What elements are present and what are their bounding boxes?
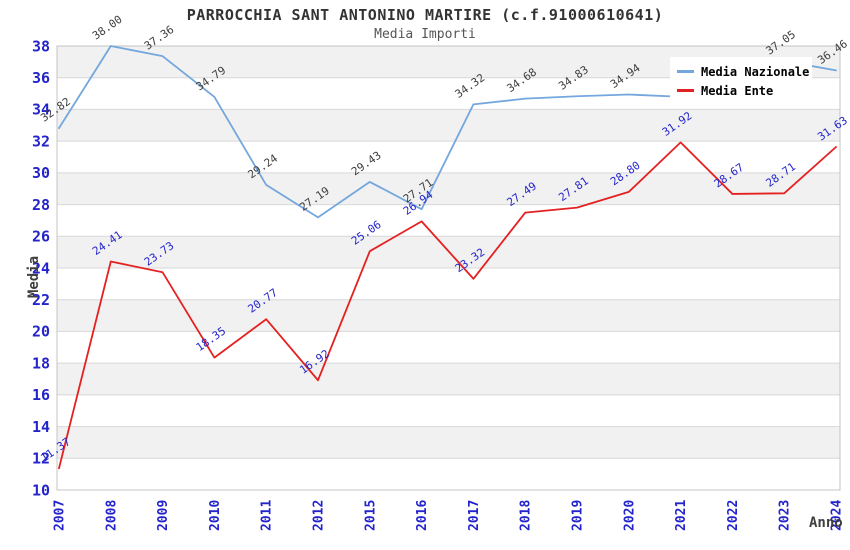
legend-label: Media Nazionale — [701, 64, 810, 79]
chart-subtitle: Media Importi — [374, 27, 476, 42]
y-tick-label: 20 — [32, 323, 50, 341]
data-label-media-nazionale: 38.00 — [90, 13, 125, 43]
legend: Media Nazionale Media Ente — [670, 57, 812, 105]
y-band — [57, 172, 840, 205]
y-tick-label: 28 — [32, 196, 50, 214]
x-tick-label: 2008 — [104, 500, 119, 531]
x-tick-label: 2010 — [208, 500, 223, 531]
y-tick-label: 14 — [32, 418, 50, 436]
legend-label: Media Ente — [701, 83, 774, 98]
y-tick-label: 18 — [32, 354, 50, 372]
y-band — [57, 394, 840, 427]
y-tick-label: 16 — [32, 386, 50, 404]
y-band — [57, 363, 840, 395]
y-tick-label: 22 — [32, 291, 50, 309]
x-tick-label: 2020 — [622, 500, 637, 531]
y-band — [57, 109, 840, 142]
x-tick-label: 2009 — [156, 500, 171, 531]
media-ente-swatch-icon — [677, 89, 694, 92]
x-tick-label: 2023 — [778, 500, 793, 531]
y-tick-label: 24 — [32, 259, 50, 277]
legend-item-media-nazionale: Media Nazionale — [677, 62, 812, 81]
x-tick-label: 2024 — [830, 500, 845, 531]
y-tick-label: 10 — [32, 481, 50, 499]
x-tick-label: 2018 — [519, 500, 534, 531]
x-tick-label: 2021 — [674, 500, 689, 531]
x-tick-label: 2017 — [467, 500, 482, 531]
x-axis-title: Anno — [809, 515, 843, 531]
y-tick-label: 38 — [32, 37, 50, 55]
y-tick-label: 12 — [32, 450, 50, 468]
x-tick-label: 2019 — [571, 500, 586, 531]
y-tick-label: 34 — [32, 101, 50, 119]
y-band — [57, 458, 840, 490]
y-tick-label: 32 — [32, 132, 50, 150]
y-band — [57, 268, 840, 300]
x-tick-label: 2011 — [260, 500, 275, 531]
y-tick-label: 30 — [32, 164, 50, 182]
x-tick-label: 2016 — [415, 500, 430, 531]
y-axis-title: Media — [26, 255, 42, 299]
chart-title: PARROCCHIA SANT ANTONINO MARTIRE (c.f.91… — [186, 6, 664, 24]
media-nazionale-swatch-icon — [677, 70, 694, 73]
media-ente-line — [58, 141, 837, 470]
plot-border — [56, 45, 841, 491]
y-band — [57, 331, 840, 364]
x-tick-label: 2007 — [53, 500, 68, 531]
x-tick-label: 2022 — [726, 500, 741, 531]
x-tick-label: 2015 — [363, 500, 378, 531]
y-band — [57, 426, 840, 459]
y-tick-label: 36 — [32, 69, 50, 87]
y-band — [57, 299, 840, 332]
y-tick-label: 26 — [32, 228, 50, 246]
y-band — [57, 204, 840, 237]
legend-item-media-ente: Media Ente — [677, 81, 812, 100]
y-band — [57, 141, 840, 173]
x-tick-label: 2012 — [312, 500, 327, 531]
